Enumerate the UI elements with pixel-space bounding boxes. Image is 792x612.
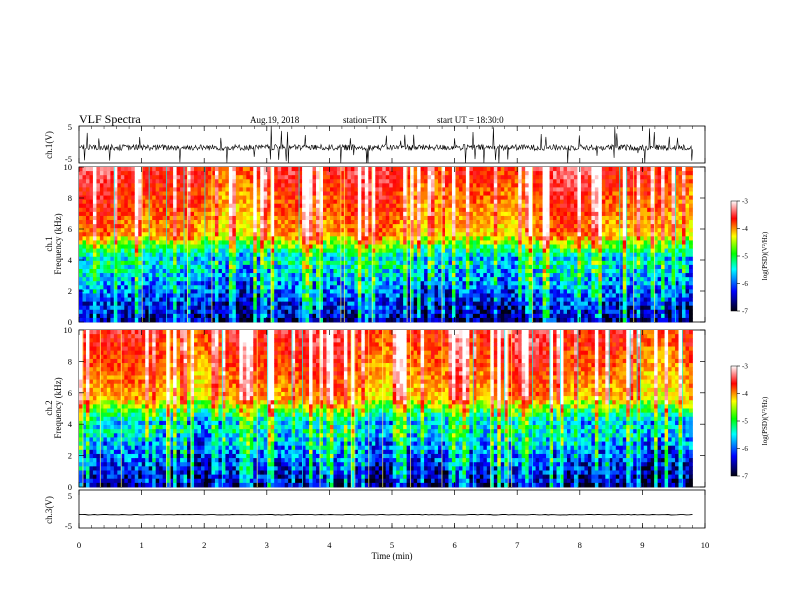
colorbar-tick-label: -7 bbox=[742, 308, 748, 316]
freq-tick-label: 8 bbox=[68, 356, 72, 366]
ch3-waveform-frame bbox=[78, 489, 706, 529]
ch2-spectrogram-image bbox=[79, 330, 693, 488]
ch3-waveform-trace bbox=[78, 513, 693, 516]
time-tick-label: 2 bbox=[202, 540, 206, 550]
ch2-colorbar bbox=[730, 365, 738, 477]
figure-title: VLF Spectra bbox=[79, 112, 141, 126]
ch1-colorbar bbox=[730, 200, 738, 312]
ch3-ytick-bottom: -5 bbox=[65, 521, 72, 531]
freq-tick-label: 10 bbox=[64, 325, 73, 335]
ch3-waveform-panel: 5 -5 ch.3(V) bbox=[44, 489, 706, 531]
station-label: station=ITK bbox=[343, 115, 388, 125]
colorbar-tick-label: -4 bbox=[742, 390, 748, 398]
time-tick-label: 10 bbox=[701, 540, 710, 550]
ch2-colorbar-label: log(PSD)(V²/Hz) bbox=[761, 396, 769, 445]
ch2-frequency-ylabel: Frequency (kHz) bbox=[53, 377, 63, 438]
ch1-ytick-bottom: -5 bbox=[65, 154, 72, 164]
time-axis: 0 1 2 3 4 5 6 7 8 9 10 bbox=[77, 126, 709, 550]
time-tick-label: 6 bbox=[452, 540, 456, 550]
colorbar-tick-label: -3 bbox=[742, 198, 748, 206]
ch1-frequency-ylabel: Frequency (kHz) bbox=[53, 213, 63, 274]
freq-tick-label: 10 bbox=[64, 162, 73, 172]
time-tick-label: 4 bbox=[327, 540, 332, 550]
time-tick-label: 0 bbox=[77, 540, 81, 550]
freq-tick-label: 4 bbox=[68, 419, 73, 429]
time-tick-label: 8 bbox=[578, 540, 582, 550]
ch1-ytick-top: 5 bbox=[68, 122, 72, 132]
colorbar-tick-label: -6 bbox=[742, 280, 748, 288]
ch1-waveform-frame bbox=[78, 125, 706, 164]
date-label: Aug.19, 2018 bbox=[250, 115, 300, 125]
ch1-waveform-ylabel: ch.1(V) bbox=[44, 131, 54, 159]
ch1-waveform-trace bbox=[78, 125, 693, 164]
freq-tick-label: 6 bbox=[68, 224, 72, 234]
freq-tick-label: 0 bbox=[68, 482, 72, 492]
freq-tick-label: 2 bbox=[68, 451, 72, 461]
time-tick-label: 9 bbox=[640, 540, 644, 550]
start-time-label: start UT = 18:30:0 bbox=[437, 115, 504, 125]
time-tick-label: 7 bbox=[515, 540, 519, 550]
colorbar-tick-label: -5 bbox=[742, 418, 748, 426]
freq-tick-label: 2 bbox=[68, 286, 72, 296]
ch1-colorbar-label: log(PSD)(V²/Hz) bbox=[761, 231, 769, 280]
time-tick-label: 3 bbox=[265, 540, 269, 550]
time-tick-label: 1 bbox=[139, 540, 143, 550]
ch3-ytick-top: 5 bbox=[68, 491, 72, 501]
time-axis-label: Time (min) bbox=[372, 551, 413, 561]
ch1-waveform-panel: 5 -5 ch.1(V) bbox=[44, 122, 706, 164]
colorbar-tick-label: -4 bbox=[742, 225, 748, 233]
freq-tick-label: 6 bbox=[68, 388, 72, 398]
colorbar-tick-label: -3 bbox=[742, 363, 748, 371]
time-tick-label: 5 bbox=[390, 540, 394, 550]
ch1-channel-label: ch.1 bbox=[44, 236, 54, 251]
freq-tick-label: 0 bbox=[68, 317, 72, 327]
colorbar-tick-label: -6 bbox=[742, 445, 748, 453]
colorbar-tick-label: -7 bbox=[742, 473, 748, 481]
freq-tick-label: 4 bbox=[68, 255, 73, 265]
ch1-spectrogram-image bbox=[79, 167, 693, 323]
ch2-channel-label: ch.2 bbox=[44, 400, 54, 415]
colorbar-tick-label: -5 bbox=[742, 253, 748, 261]
freq-tick-label: 8 bbox=[68, 193, 72, 203]
ch3-waveform-ylabel: ch.3(V) bbox=[44, 496, 54, 524]
